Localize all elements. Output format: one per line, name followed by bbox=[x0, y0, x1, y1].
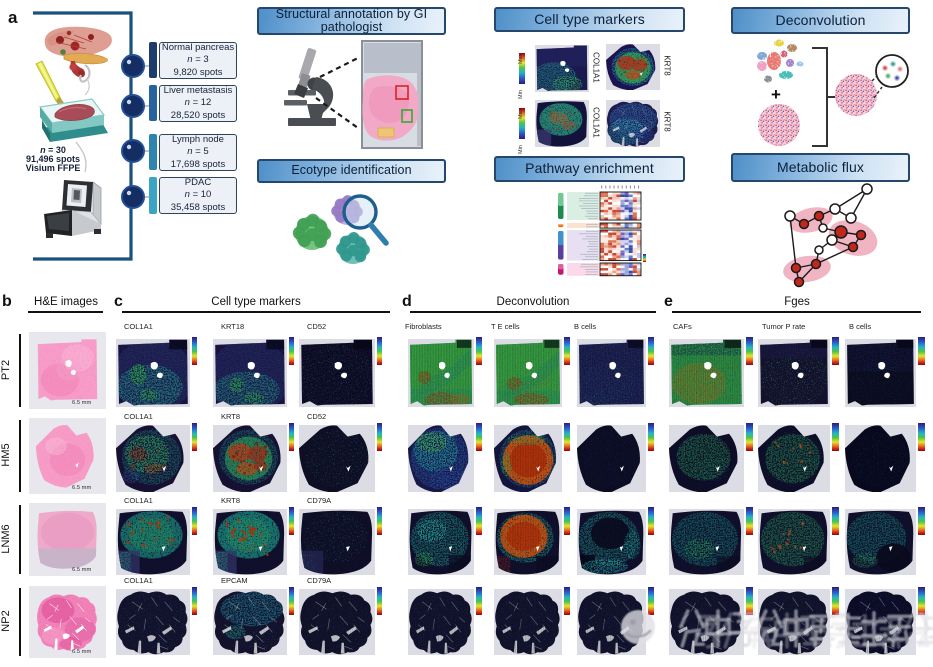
svg-text:+: + bbox=[771, 85, 781, 104]
